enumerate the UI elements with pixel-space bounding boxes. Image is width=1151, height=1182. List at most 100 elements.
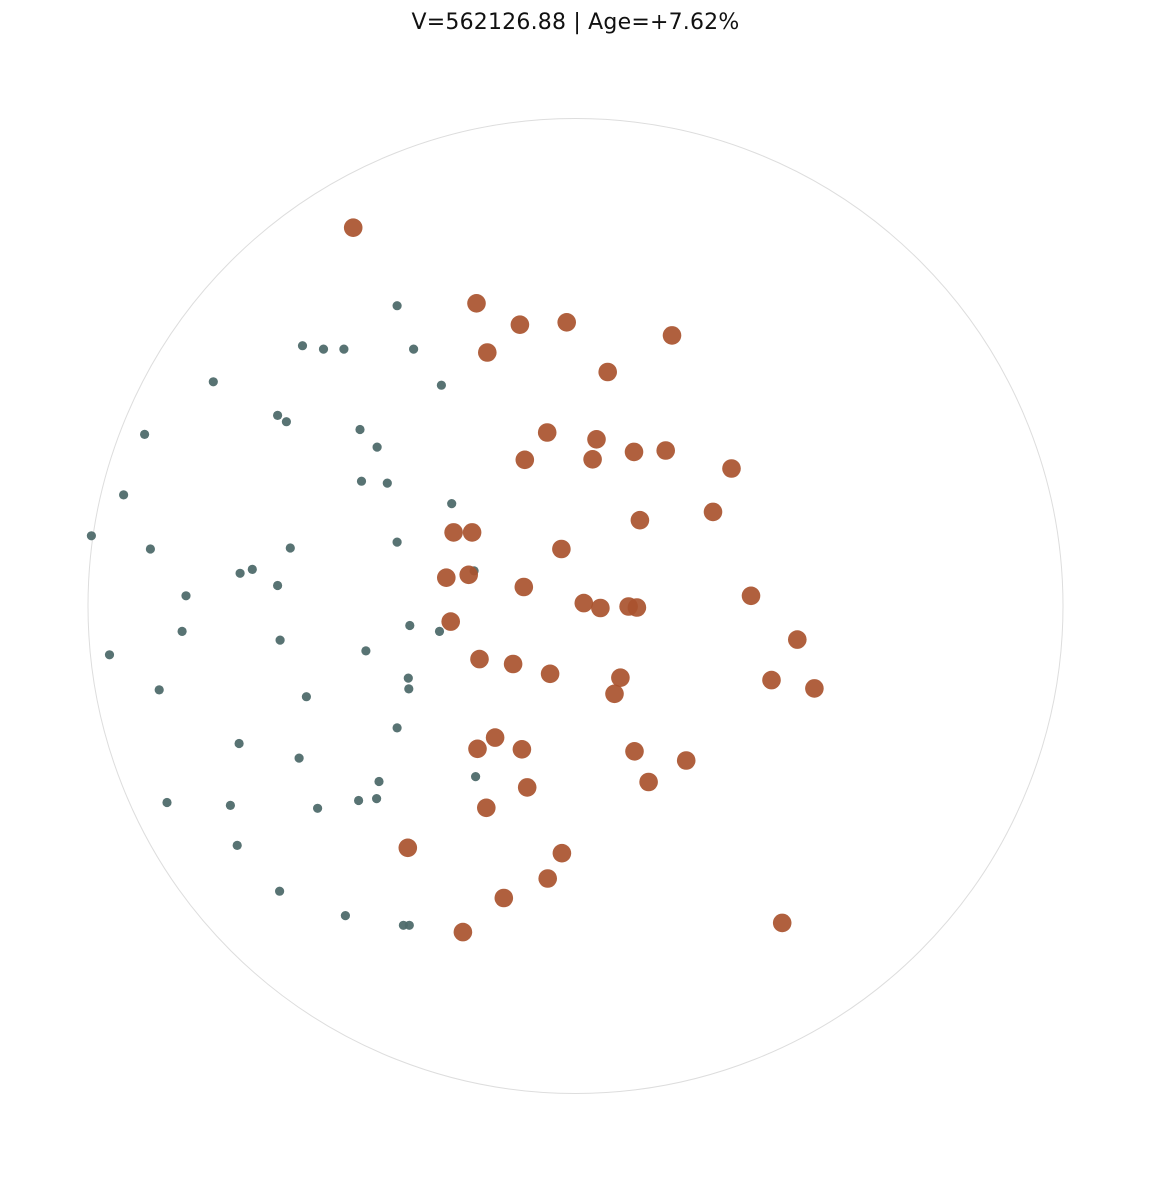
small-point-36: [234, 738, 244, 749]
small-point-31: [404, 684, 414, 694]
chart-title: V=562126.88 | Age=+7.62%: [411, 10, 740, 35]
small-point-14: [119, 490, 129, 500]
large-point-11: [624, 442, 644, 462]
large-point-42: [517, 778, 537, 797]
large-point-49: [772, 913, 792, 933]
large-point-15: [630, 510, 650, 530]
small-point-37: [294, 753, 304, 763]
large-point-9: [515, 450, 535, 470]
large-point-41: [639, 772, 658, 792]
small-point-16: [86, 531, 96, 541]
large-point-0: [343, 218, 363, 237]
large-point-23: [591, 598, 610, 618]
large-point-34: [762, 670, 781, 690]
small-point-18: [285, 543, 295, 553]
small-point-11: [372, 442, 382, 452]
large-point-12: [656, 441, 675, 460]
large-point-29: [470, 649, 489, 669]
large-point-14: [703, 502, 723, 522]
small-point-32: [154, 685, 164, 695]
small-point-23: [181, 591, 191, 601]
large-point-7: [537, 423, 557, 442]
large-point-26: [741, 586, 761, 606]
large-point-46: [538, 869, 557, 888]
large-point-6: [598, 362, 617, 382]
large-point-2: [510, 315, 530, 335]
small-point-29: [361, 646, 371, 656]
large-point-33: [605, 684, 624, 704]
small-point-22: [273, 580, 283, 591]
large-point-18: [552, 539, 571, 559]
large-point-17: [462, 523, 482, 542]
large-point-10: [583, 450, 602, 469]
small-point-26: [405, 620, 415, 631]
large-point-35: [805, 679, 824, 698]
large-point-39: [625, 742, 644, 761]
large-point-47: [494, 888, 514, 908]
small-point-5: [208, 377, 218, 387]
small-point-10: [355, 424, 365, 435]
large-point-48: [453, 922, 473, 942]
small-point-41: [225, 800, 235, 811]
large-point-40: [676, 751, 696, 770]
small-point-2: [318, 344, 329, 354]
small-point-28: [275, 635, 285, 645]
small-point-12: [356, 476, 367, 486]
large-point-8: [587, 430, 606, 449]
small-point-49: [404, 920, 414, 930]
plot-boundary-circle: [87, 118, 1064, 1094]
small-point-8: [281, 417, 291, 427]
small-point-13: [382, 478, 392, 488]
small-point-17: [145, 544, 155, 554]
large-point-20: [459, 565, 479, 585]
small-point-39: [374, 776, 384, 787]
small-point-7: [273, 410, 283, 420]
large-point-1: [467, 294, 486, 313]
small-point-19: [392, 537, 402, 547]
points-layer: [86, 218, 824, 942]
large-point-3: [557, 313, 576, 332]
large-point-16: [444, 523, 463, 542]
small-point-30: [104, 650, 115, 660]
large-point-22: [574, 593, 594, 613]
small-point-20: [247, 564, 257, 575]
large-point-25: [627, 598, 647, 617]
small-point-43: [354, 795, 364, 806]
large-point-21: [514, 577, 534, 597]
large-point-28: [788, 630, 807, 649]
small-point-38: [471, 772, 481, 782]
large-point-32: [611, 668, 630, 687]
large-point-30: [503, 654, 523, 674]
small-point-34: [403, 673, 413, 683]
large-point-36: [485, 728, 505, 747]
small-point-0: [392, 301, 402, 311]
small-point-35: [392, 723, 402, 733]
large-point-45: [552, 843, 572, 863]
small-point-46: [275, 886, 285, 896]
small-point-9: [140, 429, 150, 439]
large-point-31: [540, 664, 560, 684]
large-point-44: [398, 838, 418, 858]
small-point-4: [409, 344, 419, 354]
small-point-45: [232, 840, 242, 851]
large-point-43: [477, 798, 496, 818]
small-point-40: [162, 797, 172, 808]
large-point-37: [468, 739, 487, 759]
large-point-5: [478, 343, 497, 362]
small-point-21: [235, 568, 245, 578]
small-point-42: [313, 803, 323, 813]
small-point-1: [297, 341, 308, 351]
small-point-15: [447, 499, 457, 509]
large-point-4: [662, 326, 682, 345]
large-point-13: [722, 459, 741, 478]
small-point-27: [434, 626, 445, 637]
small-point-6: [436, 380, 446, 390]
small-point-44: [372, 794, 382, 804]
small-point-33: [301, 692, 311, 702]
small-point-3: [339, 344, 349, 354]
large-point-38: [512, 740, 532, 759]
large-point-19: [437, 568, 456, 587]
small-point-47: [340, 911, 350, 921]
large-point-27: [441, 612, 461, 631]
